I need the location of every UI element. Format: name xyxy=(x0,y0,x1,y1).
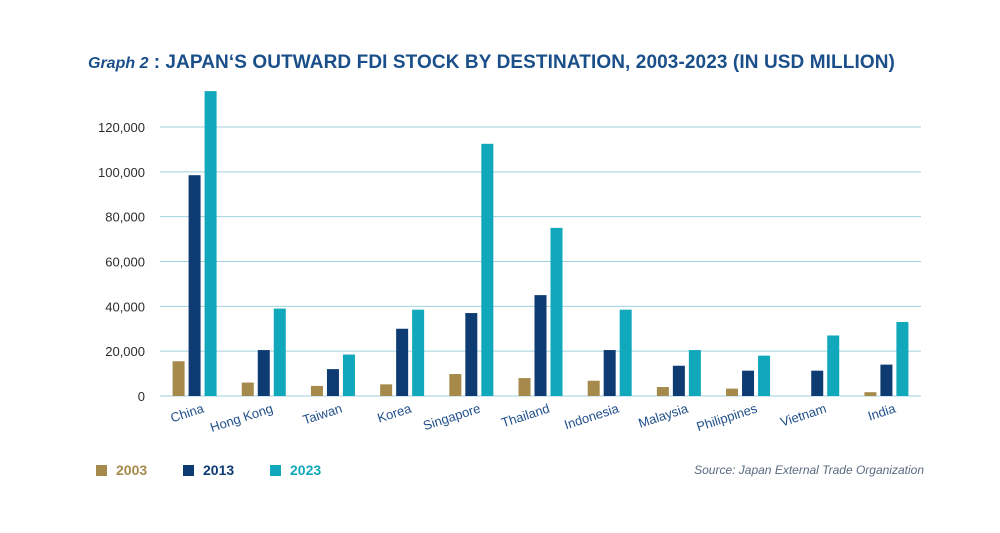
y-tick-label-20000: 20,000 xyxy=(105,344,145,359)
source-note: Source: Japan External Trade Organizatio… xyxy=(694,463,924,477)
x-tick-label-malaysia: Malaysia xyxy=(636,400,690,430)
bar-malaysia-2023 xyxy=(688,350,701,396)
legend-item-2013: 2013 xyxy=(183,462,234,478)
bar-india-2003 xyxy=(864,392,877,396)
bar-taiwan-2013 xyxy=(326,369,339,396)
y-tick-label-120000: 120,000 xyxy=(98,120,145,135)
bar-singapore-2003 xyxy=(449,374,462,396)
title-prefix: Graph 2 xyxy=(88,55,149,72)
x-tick-label-hong-kong: Hong Kong xyxy=(208,401,275,435)
bar-korea-2013 xyxy=(396,328,409,396)
bar-taiwan-2003 xyxy=(310,385,323,396)
bar-china-2023 xyxy=(204,91,217,396)
legend-label-2013: 2013 xyxy=(203,462,235,478)
bar-malaysia-2013 xyxy=(672,365,685,396)
bar-india-2023 xyxy=(896,322,909,396)
bar-indonesia-2023 xyxy=(619,309,632,396)
bar-philippines-2003 xyxy=(726,388,739,396)
x-tick-label-philippines: Philippines xyxy=(695,400,760,434)
legend-swatch-2013 xyxy=(183,464,194,476)
legend-swatch-2023 xyxy=(270,464,281,476)
bar-korea-2003 xyxy=(380,384,393,396)
chart-title: Graph 2 : JAPAN‘S OUTWARD FDI STOCK BY D… xyxy=(88,52,895,74)
bar-singapore-2023 xyxy=(481,143,494,396)
x-tick-label-china: China xyxy=(169,400,207,425)
legend-label-2023: 2023 xyxy=(290,462,322,478)
title-main: JAPAN‘S OUTWARD FDI STOCK BY DESTINATION… xyxy=(165,52,895,73)
bar-india-2013 xyxy=(880,364,893,396)
title-colon: : xyxy=(148,52,166,73)
legend-label-2003: 2003 xyxy=(116,462,148,478)
bar-thailand-2023 xyxy=(550,227,563,396)
x-tick-label-india: India xyxy=(866,400,898,423)
bar-china-2013 xyxy=(188,175,201,396)
x-tick-label-vietnam: Vietnam xyxy=(778,401,828,430)
bar-philippines-2013 xyxy=(742,370,755,396)
bar-vietnam-2023 xyxy=(827,335,840,396)
y-tick-label-60000: 60,000 xyxy=(105,255,145,270)
bar-hong-kong-2013 xyxy=(257,350,270,396)
x-tick-label-taiwan: Taiwan xyxy=(301,401,344,428)
y-tick-label-100000: 100,000 xyxy=(98,165,145,180)
bar-singapore-2013 xyxy=(465,313,478,396)
bar-philippines-2023 xyxy=(758,355,771,396)
bar-vietnam-2013 xyxy=(811,370,824,396)
bar-indonesia-2003 xyxy=(587,380,600,396)
y-tick-label-80000: 80,000 xyxy=(105,210,145,225)
bar-hong-kong-2003 xyxy=(241,382,254,396)
x-tick-label-korea: Korea xyxy=(375,400,413,425)
bar-indonesia-2013 xyxy=(603,350,616,396)
bar-malaysia-2003 xyxy=(656,387,669,396)
x-tick-label-singapore: Singapore xyxy=(421,401,482,434)
bar-thailand-2013 xyxy=(534,295,547,396)
bar-taiwan-2023 xyxy=(342,354,355,396)
bar-korea-2023 xyxy=(412,309,425,396)
legend-item-2023: 2023 xyxy=(270,462,321,478)
y-tick-label-0: 0 xyxy=(138,389,145,404)
bar-china-2003 xyxy=(172,361,185,396)
y-tick-label-40000: 40,000 xyxy=(105,299,145,314)
x-tick-label-thailand: Thailand xyxy=(499,401,551,431)
bar-hong-kong-2023 xyxy=(273,308,286,396)
legend-swatch-2003 xyxy=(96,464,107,476)
x-tick-label-indonesia: Indonesia xyxy=(562,400,621,432)
legend-item-2003: 2003 xyxy=(96,462,147,478)
bar-thailand-2003 xyxy=(518,378,531,396)
